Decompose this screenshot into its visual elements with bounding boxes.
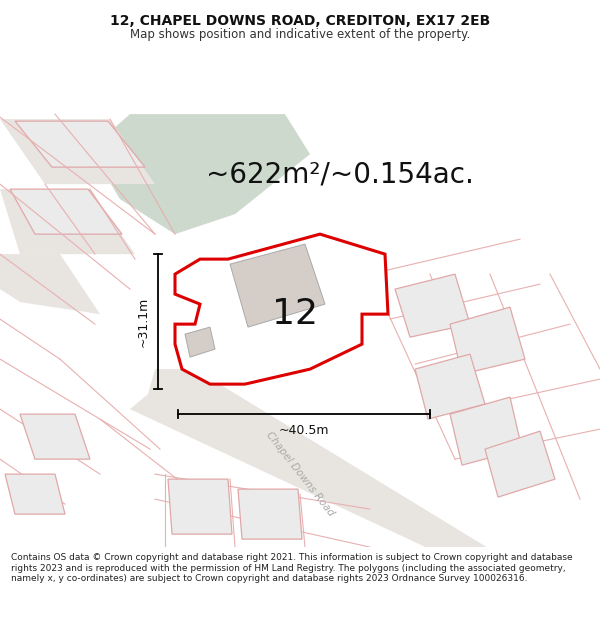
Polygon shape xyxy=(168,479,232,534)
Text: ~31.1m: ~31.1m xyxy=(137,296,150,347)
Text: 12, CHAPEL DOWNS ROAD, CREDITON, EX17 2EB: 12, CHAPEL DOWNS ROAD, CREDITON, EX17 2E… xyxy=(110,14,490,28)
Polygon shape xyxy=(415,354,485,419)
Polygon shape xyxy=(230,244,325,327)
Polygon shape xyxy=(10,189,122,234)
Polygon shape xyxy=(0,189,135,254)
Text: Contains OS data © Crown copyright and database right 2021. This information is : Contains OS data © Crown copyright and d… xyxy=(11,554,572,583)
Polygon shape xyxy=(0,254,100,314)
Polygon shape xyxy=(20,414,90,459)
Polygon shape xyxy=(90,114,310,234)
Polygon shape xyxy=(450,397,522,465)
Text: 12: 12 xyxy=(272,297,318,331)
Polygon shape xyxy=(185,327,215,357)
Polygon shape xyxy=(0,59,600,547)
Polygon shape xyxy=(0,119,155,184)
Polygon shape xyxy=(450,307,525,374)
Text: ~622m²/~0.154ac.: ~622m²/~0.154ac. xyxy=(206,160,474,188)
Text: ~40.5m: ~40.5m xyxy=(279,424,329,437)
Polygon shape xyxy=(175,234,388,384)
Polygon shape xyxy=(395,274,470,337)
Polygon shape xyxy=(485,431,555,497)
Text: Map shows position and indicative extent of the property.: Map shows position and indicative extent… xyxy=(130,28,470,41)
Polygon shape xyxy=(15,121,145,167)
Text: Chapel Downs Road: Chapel Downs Road xyxy=(264,430,336,518)
Polygon shape xyxy=(130,369,490,549)
Polygon shape xyxy=(238,489,302,539)
Polygon shape xyxy=(5,474,65,514)
Polygon shape xyxy=(0,289,90,349)
